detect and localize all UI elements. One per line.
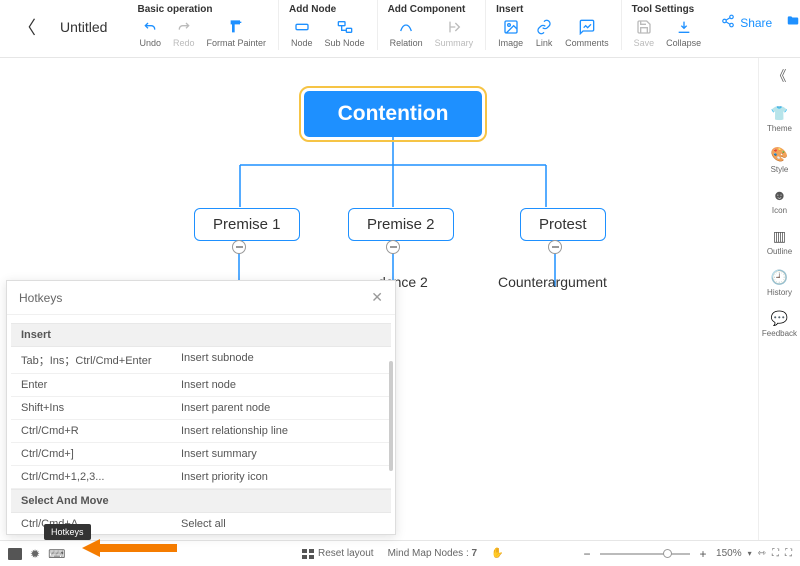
save-button[interactable]: Save bbox=[630, 18, 659, 48]
share-icon bbox=[721, 14, 735, 31]
collapse-toggle-icon[interactable] bbox=[232, 240, 246, 254]
hotkey-row: Tab；Ins；Ctrl/Cmd+EnterInsert subnode bbox=[11, 347, 391, 374]
fit-width-icon[interactable]: ⇿ bbox=[758, 548, 766, 559]
panel-feedback[interactable]: 💬Feedback bbox=[762, 309, 797, 338]
scrollbar[interactable] bbox=[389, 361, 393, 471]
reset-layout-button[interactable]: Reset layout bbox=[302, 548, 374, 559]
toolbar-group-label: Add Component bbox=[386, 4, 478, 15]
zoom-value: 150% bbox=[716, 548, 742, 559]
mindmap-leaf-counterargument[interactable]: Counterargument bbox=[498, 274, 607, 290]
mindmap-node-premise-2[interactable]: Premise 2 bbox=[348, 208, 454, 241]
hotkey-row: Ctrl/Cmd+1,2,3...Insert priority icon bbox=[11, 466, 391, 489]
toolbar-group: Add Node NodeSub Node bbox=[278, 0, 377, 50]
undo-button[interactable]: Undo bbox=[135, 18, 165, 48]
layout-icon bbox=[302, 549, 314, 559]
summary-icon bbox=[445, 18, 463, 36]
toolbar-group: Add Component RelationSummary bbox=[377, 0, 486, 50]
undo-icon bbox=[141, 18, 159, 36]
export-button[interactable]: Export bbox=[786, 14, 800, 31]
hotkey-row: Shift+InsInsert parent node bbox=[11, 397, 391, 420]
collapse-toggle-icon[interactable] bbox=[548, 240, 562, 254]
relation-button[interactable]: Relation bbox=[386, 18, 427, 48]
theme-icon: 👕 bbox=[770, 104, 788, 122]
toolbar-groups: Basic operationUndoRedoFormat PainterAdd… bbox=[127, 0, 713, 50]
history-icon: 🕘 bbox=[770, 268, 788, 286]
topbar-right: Share Export bbox=[713, 0, 800, 31]
format-painter-icon bbox=[227, 18, 245, 36]
panel-style[interactable]: 🎨Style bbox=[762, 145, 797, 174]
zoom-slider[interactable] bbox=[600, 553, 690, 555]
icon-icon: ☻ bbox=[770, 186, 788, 204]
hand-tool-icon[interactable]: ✋ bbox=[491, 548, 503, 559]
toolbar-group: Insert ImageLinkComments bbox=[485, 0, 621, 50]
mindmap-root-node[interactable]: Contention bbox=[304, 91, 482, 137]
hotkeys-section-head: Select And Move bbox=[11, 489, 391, 513]
zoom-out-button[interactable]: − bbox=[580, 547, 594, 561]
hotkey-row: Ctrl/Cmd+RInsert relationship line bbox=[11, 420, 391, 443]
sub-node-icon bbox=[336, 18, 354, 36]
share-button[interactable]: Share bbox=[721, 14, 772, 31]
callout-arrow-icon bbox=[82, 537, 177, 564]
topbar-left: 〈 Untitled bbox=[0, 0, 127, 40]
style-icon: 🎨 bbox=[770, 145, 788, 163]
image-button[interactable]: Image bbox=[494, 18, 527, 48]
sub-node-button[interactable]: Sub Node bbox=[321, 18, 369, 48]
collapse-toggle-icon[interactable] bbox=[386, 240, 400, 254]
hotkeys-section-head: Insert bbox=[11, 323, 391, 347]
comments-button[interactable]: Comments bbox=[561, 18, 613, 48]
document-title[interactable]: Untitled bbox=[60, 19, 107, 35]
panel-outline[interactable]: ▥Outline bbox=[762, 227, 797, 256]
back-arrow-icon[interactable]: 〈 bbox=[18, 14, 36, 40]
toolbar-group-label: Add Node bbox=[287, 4, 369, 15]
close-icon[interactable]: ✕ bbox=[371, 289, 383, 306]
link-icon bbox=[535, 18, 553, 36]
image-icon bbox=[502, 18, 520, 36]
save-icon bbox=[635, 18, 653, 36]
hotkeys-title: Hotkeys bbox=[19, 291, 62, 305]
fullscreen-icon[interactable]: ⛶ bbox=[785, 548, 792, 559]
hotkey-row: Ctrl/Cmd+]Insert summary bbox=[11, 443, 391, 466]
link-button[interactable]: Link bbox=[531, 18, 557, 48]
zoom-in-button[interactable]: + bbox=[696, 547, 710, 561]
toolbar-group-label: Insert bbox=[494, 4, 613, 15]
feedback-icon: 💬 bbox=[770, 309, 788, 327]
panel-collapse-icon[interactable]: 《 bbox=[773, 66, 787, 86]
fit-screen-icon[interactable]: ⛶ bbox=[772, 548, 779, 559]
mindmap-node-premise-1[interactable]: Premise 1 bbox=[194, 208, 300, 241]
format-painter-button[interactable]: Format Painter bbox=[203, 18, 271, 48]
mindmap-node-protest[interactable]: Protest bbox=[520, 208, 606, 241]
redo-button[interactable]: Redo bbox=[169, 18, 199, 48]
toolbar-group: Basic operation UndoRedoFormat Painter bbox=[127, 0, 278, 50]
collapse-icon bbox=[675, 18, 693, 36]
toolbar-group: Tool Settings SaveCollapse bbox=[621, 0, 714, 50]
node-icon bbox=[293, 18, 311, 36]
collapse-button[interactable]: Collapse bbox=[662, 18, 705, 48]
keyboard-icon[interactable]: ⌨ bbox=[48, 547, 65, 561]
panel-theme[interactable]: 👕Theme bbox=[762, 104, 797, 133]
panel-icon[interactable]: ☻Icon bbox=[762, 186, 797, 215]
comments-icon bbox=[578, 18, 596, 36]
toolbar-group-label: Basic operation bbox=[135, 4, 270, 15]
summary-button[interactable]: Summary bbox=[431, 18, 478, 48]
toolbar-group-label: Tool Settings bbox=[630, 4, 706, 15]
top-toolbar: 〈 Untitled Basic operation UndoRedoFormat… bbox=[0, 0, 800, 58]
panel-history[interactable]: 🕘History bbox=[762, 268, 797, 297]
node-button[interactable]: Node bbox=[287, 18, 317, 48]
view-mode-icon[interactable] bbox=[8, 548, 22, 560]
gear-icon[interactable]: ✹ bbox=[30, 547, 40, 561]
right-panel: 《 👕Theme 🎨Style ☻Icon ▥Outline 🕘History 💬Feed… bbox=[758, 58, 800, 540]
redo-icon bbox=[175, 18, 193, 36]
hotkeys-popup: Hotkeys ✕ InsertTab；Ins；Ctrl/Cmd+EnterIn… bbox=[6, 280, 396, 535]
hotkeys-tooltip: Hotkeys bbox=[44, 524, 91, 540]
outline-icon: ▥ bbox=[770, 227, 788, 245]
zoom-dropdown-icon[interactable]: ▾ bbox=[748, 549, 752, 558]
hotkey-row: EnterInsert node bbox=[11, 374, 391, 397]
relation-icon bbox=[397, 18, 415, 36]
folder-icon bbox=[786, 14, 800, 31]
